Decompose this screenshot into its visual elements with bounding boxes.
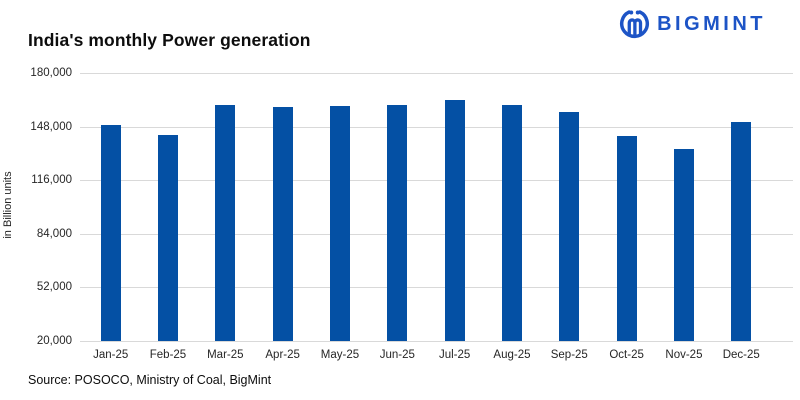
chart-title: India's monthly Power generation [28, 30, 311, 50]
x-axis-labels: Jan-25 Feb-25 Mar-25 Apr-25 May-25 Jun-25 Jul-… [82, 349, 770, 361]
bar-slot-Nov-25 [655, 73, 712, 341]
bar-slot-Sep-25 [541, 73, 598, 341]
x-tick-label: Oct-25 [609, 349, 644, 361]
gridline: 20,000 [37, 335, 793, 347]
gridline: 148,000 [30, 121, 793, 133]
source-note: Source: POSOCO, Ministry of Coal, BigMin… [28, 373, 272, 387]
x-tick-label: Dec-25 [722, 349, 760, 361]
bar-slot-Apr-25 [254, 73, 311, 341]
y-tick-label: 116,000 [31, 174, 72, 187]
bar-Mar-25 [215, 104, 236, 341]
bar-Dec-25 [731, 121, 752, 341]
bigmint-logo: BIGMINT [619, 8, 766, 41]
bar-Nov-25 [673, 149, 694, 341]
x-tick-label: Jan-25 [93, 349, 129, 361]
bigmint-miners-icon [620, 10, 650, 39]
bar-slot-Mar-25 [197, 73, 254, 341]
bar-May-25 [329, 105, 350, 341]
y-tick-label: 84,000 [36, 227, 72, 240]
bigmint-logo-text: BIGMINT [657, 13, 766, 35]
bar-Feb-25 [157, 134, 178, 341]
bar-Jun-25 [387, 104, 408, 341]
y-tick-label: 52,000 [36, 281, 72, 294]
bar-slot-Feb-25 [139, 73, 196, 341]
y-tick-label: 148,000 [30, 120, 72, 133]
x-tick-label: Jun-25 [379, 349, 415, 361]
x-tick-label: Feb-25 [149, 349, 187, 361]
bar-slot-Jun-25 [369, 73, 426, 341]
bar-slot-Oct-25 [598, 73, 655, 341]
bar-slot-Dec-25 [713, 73, 770, 341]
bar-Aug-25 [501, 104, 522, 341]
bar-Oct-25 [616, 135, 637, 341]
bar-slot-Jul-25 [426, 73, 483, 341]
gridline: 84,000 [37, 228, 793, 240]
y-tick-label: 180,000 [30, 67, 72, 79]
y-axis-title: in Billion units [2, 171, 14, 239]
bar-Jan-25 [100, 124, 121, 341]
x-tick-label: Aug-25 [493, 349, 531, 361]
bar-Jul-25 [444, 99, 465, 341]
gridline: 52,000 [37, 281, 793, 293]
bar-slot-Jan-25 [82, 73, 139, 341]
bar-slot-Aug-25 [483, 73, 540, 341]
x-tick-label: Jul-25 [438, 349, 471, 361]
x-tick-label: May-25 [320, 349, 360, 361]
bar-Apr-25 [272, 107, 293, 341]
x-tick-label: Mar-25 [207, 349, 244, 361]
bar-series [82, 73, 770, 341]
gridline: 180,000 [30, 67, 793, 79]
y-tick-label: 20,000 [36, 335, 72, 347]
gridline: 116,000 [31, 174, 793, 186]
x-tick-label: Apr-25 [265, 349, 300, 361]
x-tick-label: Nov-25 [665, 349, 703, 361]
bar-Sep-25 [559, 112, 580, 341]
bar-slot-May-25 [311, 73, 368, 341]
plot-area: 180,000 148,000 116,000 84,000 52,000 20,000 … [30, 67, 793, 361]
x-tick-label: Sep-25 [550, 349, 588, 361]
